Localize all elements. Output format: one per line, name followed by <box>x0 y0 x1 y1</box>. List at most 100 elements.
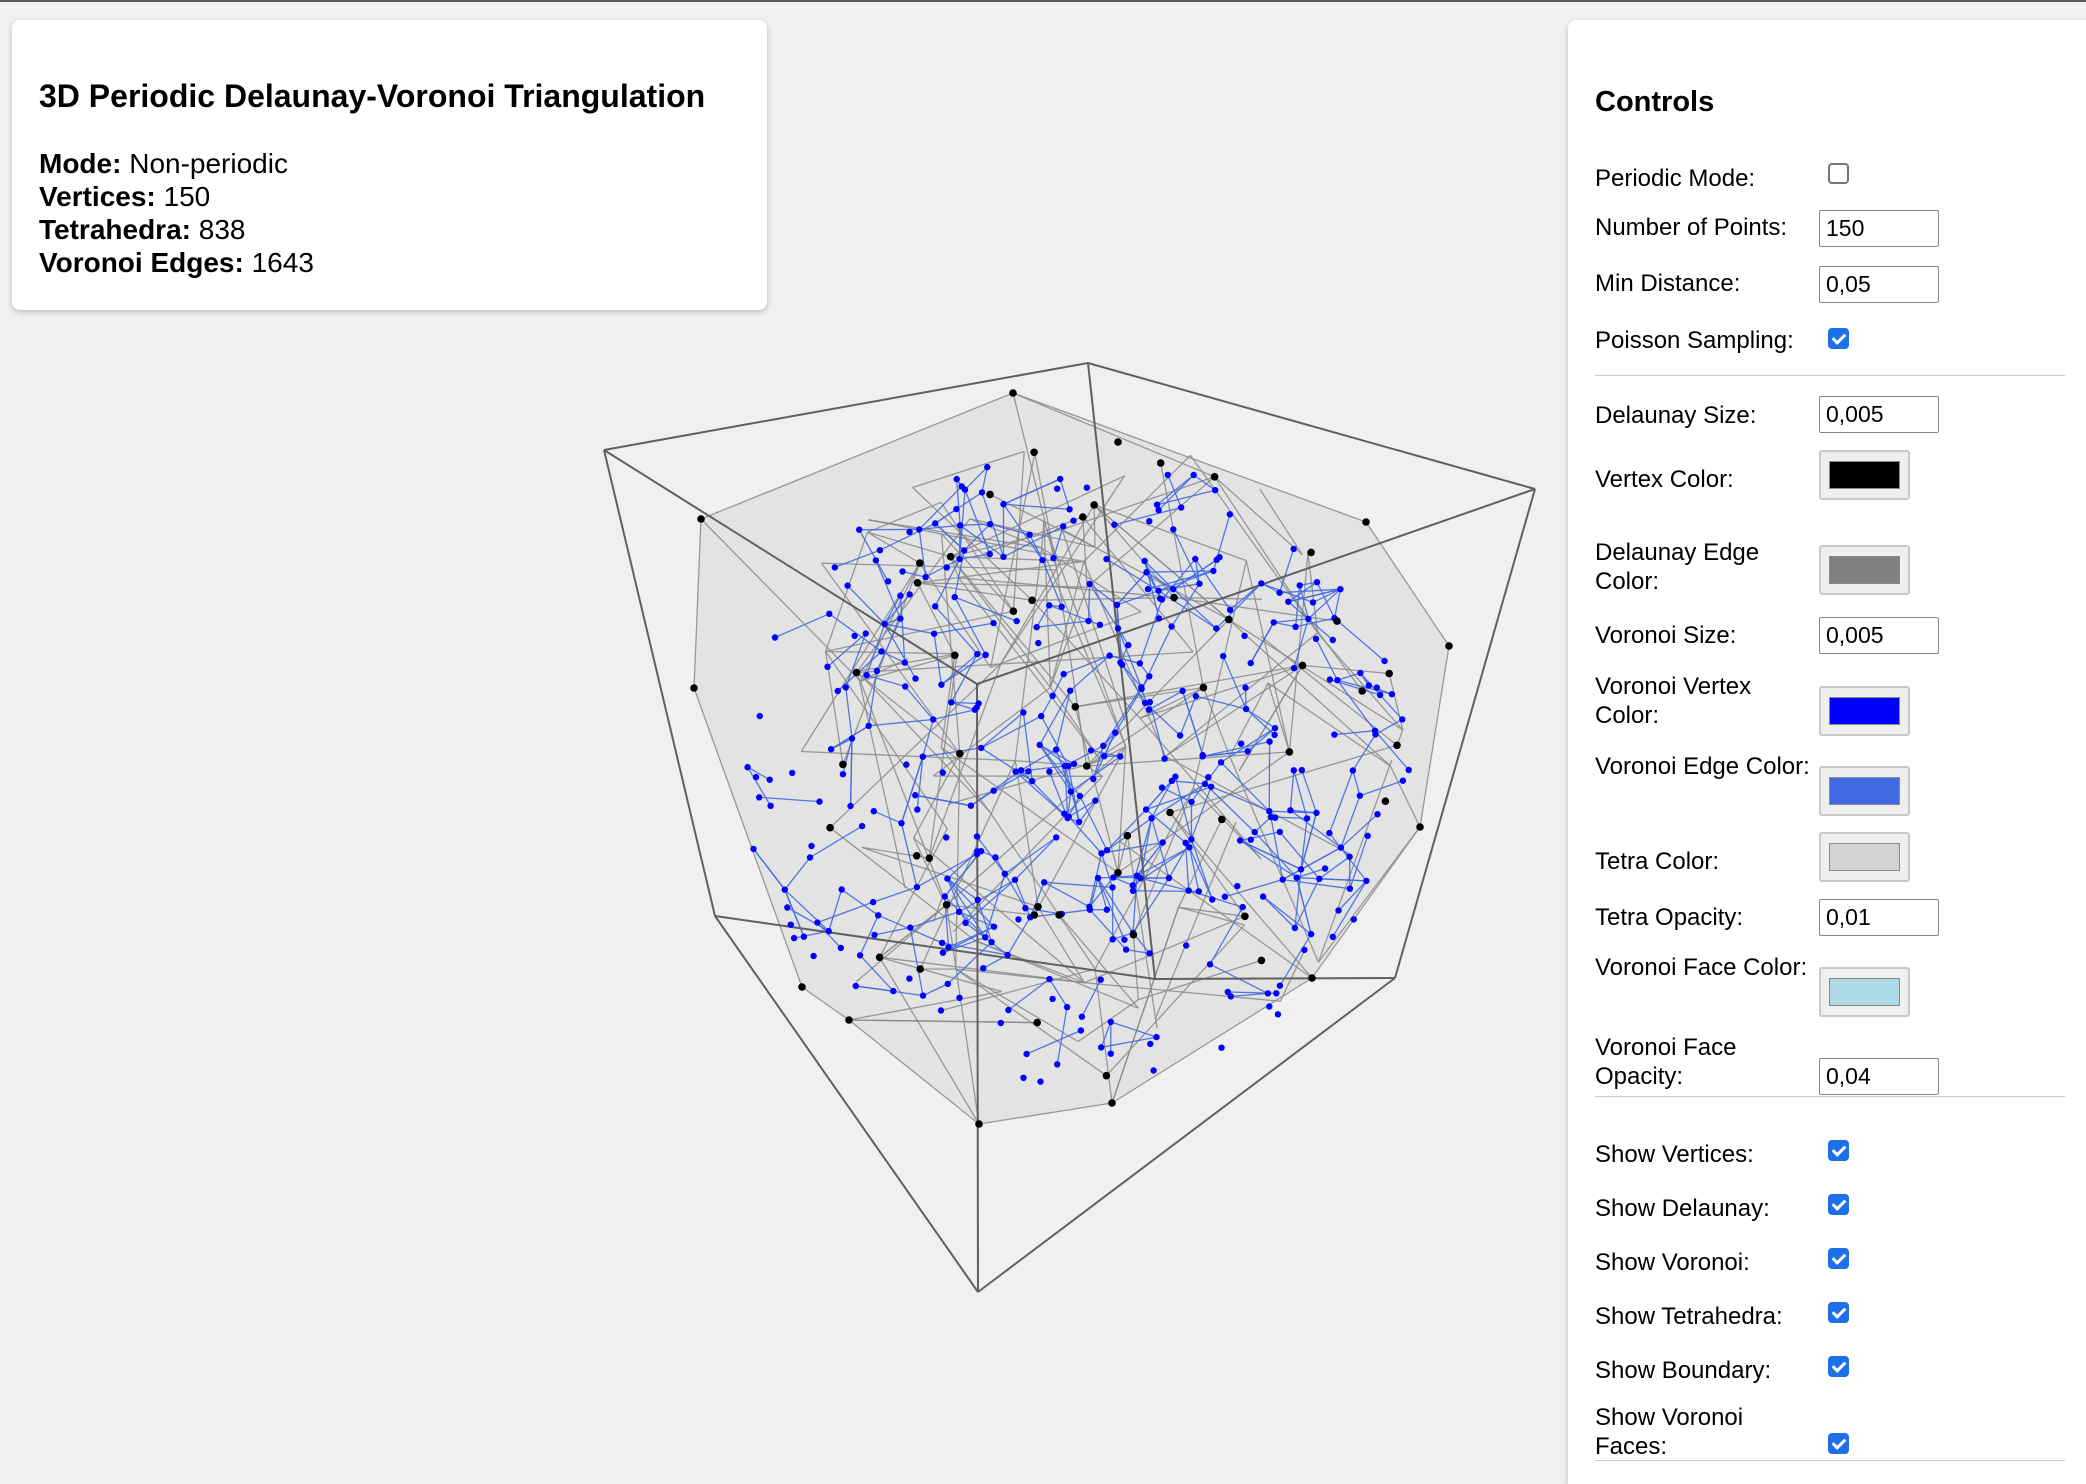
voronoi-vertex <box>847 802 854 810</box>
show-delaunay-checkbox[interactable] <box>1828 1194 1849 1215</box>
voronoi-vertex <box>1264 990 1272 997</box>
voronoi-vertex <box>1067 687 1074 694</box>
voronoi-vertex <box>856 952 864 959</box>
voronoi-edge <box>1352 734 1377 771</box>
delaunay-size-input[interactable] <box>1819 396 1939 433</box>
delaunay-edge <box>955 968 1107 1077</box>
voronoi-vertex <box>899 568 906 575</box>
boundary-edge <box>603 362 1089 451</box>
voronoi-vertex <box>1188 798 1195 806</box>
voronoi-vertex <box>1013 617 1020 625</box>
periodic-mode-checkbox[interactable] <box>1828 163 1849 184</box>
delaunay-edge <box>950 475 1125 558</box>
show-boundary-checkbox[interactable] <box>1828 1356 1849 1377</box>
voronoi-edge <box>847 585 886 625</box>
delaunay-edge <box>945 904 980 1125</box>
voronoi-vertex <box>1178 504 1185 511</box>
delaunay-edge <box>1012 392 1058 571</box>
voronoi-edge <box>1140 688 1150 710</box>
voronoi-vertex <box>913 883 921 891</box>
voronoi-edge <box>959 524 1004 558</box>
voronoi-vertex <box>898 820 905 827</box>
voronoi-edge <box>774 613 830 639</box>
delaunay-edge <box>1093 504 1247 562</box>
min-distance-label: Min Distance: <box>1595 270 1741 297</box>
voronoi-edge <box>1145 780 1173 810</box>
delaunay-edge <box>955 968 1079 1043</box>
tetra-opacity-input[interactable] <box>1819 899 1939 936</box>
delaunay-edge <box>940 533 961 754</box>
tetrahedra-stat: Tetrahedra: 838 <box>39 213 741 246</box>
tetra-color-picker[interactable] <box>1819 832 1910 882</box>
delaunay-edge <box>1000 651 1194 665</box>
voronoi-edges-label: Voronoi Edges: <box>39 247 244 278</box>
voronoi-edge <box>1181 690 1204 756</box>
voronoi-vertex <box>1113 601 1121 608</box>
voronoi-edge <box>1295 617 1335 628</box>
voronoi-vertex <box>1226 606 1234 614</box>
delaunay-edge-color-picker[interactable] <box>1819 545 1910 595</box>
voronoi-edge <box>1109 654 1140 665</box>
voronoi-edge <box>1116 571 1148 606</box>
voronoi-size-input[interactable] <box>1819 617 1939 654</box>
voronoi-edge <box>1239 831 1280 842</box>
voronoi-vertex <box>943 834 950 841</box>
show-voronoi-faces-checkbox[interactable] <box>1828 1433 1849 1454</box>
voronoi-edge-color-picker[interactable] <box>1819 766 1910 816</box>
voronoi-vertex <box>1117 753 1124 760</box>
show-tetrahedra-checkbox[interactable] <box>1828 1302 1849 1323</box>
voronoi-vertex <box>825 927 832 935</box>
delaunay-edge <box>879 956 1002 993</box>
delaunay-vertex <box>1358 687 1366 695</box>
delaunay-edge <box>1307 553 1319 633</box>
voronoi-vertex <box>1146 518 1153 525</box>
voronoi-vertex <box>1213 625 1220 632</box>
voronoi-edge <box>1296 867 1326 879</box>
voronoi-vertex-color-picker[interactable] <box>1819 686 1910 736</box>
voronoi-edge <box>1296 877 1367 882</box>
voronoi-vertex <box>1117 659 1124 666</box>
voronoi-vertex <box>1190 471 1197 479</box>
voronoi-edge <box>1194 558 1201 584</box>
show-vertices-checkbox[interactable] <box>1828 1140 1849 1161</box>
divider-1 <box>1595 375 2065 376</box>
delaunay-vertex <box>1108 1099 1116 1107</box>
voronoi-face-color-picker[interactable] <box>1819 967 1910 1017</box>
voronoi-edge <box>1036 620 1089 628</box>
delaunay-edge <box>868 519 1085 563</box>
voronoi-vertex <box>937 1007 945 1014</box>
voronoi-edge <box>1294 869 1302 929</box>
voronoi-edge <box>1337 679 1393 695</box>
voronoi-edge <box>910 911 960 929</box>
voronoi-vertex <box>1070 760 1078 768</box>
show-voronoi-checkbox[interactable] <box>1828 1248 1849 1269</box>
delaunay-vertex <box>951 651 959 660</box>
voronoi-vertex <box>1087 747 1095 754</box>
delaunay-edge <box>941 533 1014 612</box>
poisson-sampling-checkbox[interactable] <box>1828 328 1849 349</box>
voronoi-vertex <box>1221 893 1229 900</box>
vertex-color-picker[interactable] <box>1819 450 1910 500</box>
voronoi-edge <box>1004 836 1057 875</box>
voronoi-edge <box>1008 978 1050 1011</box>
voronoi-face-opacity-input[interactable] <box>1819 1058 1939 1095</box>
voronoi-vertex <box>858 822 866 830</box>
poisson-sampling-label: Poisson Sampling: <box>1595 327 1794 354</box>
voronoi-edge <box>1293 618 1309 669</box>
voronoi-edge <box>1202 740 1270 758</box>
voronoi-edge <box>915 794 972 807</box>
voronoi-vertex <box>1155 587 1162 594</box>
delaunay-edge <box>1192 560 1248 789</box>
voronoi-edge <box>1039 690 1071 746</box>
number-of-points-input[interactable] <box>1819 210 1939 247</box>
delaunay-vertex <box>852 668 861 677</box>
voronoi-vertex <box>1290 664 1298 672</box>
voronoi-edge <box>933 622 994 635</box>
voronoi-vertex <box>938 681 945 688</box>
voronoi-vertex <box>844 582 851 589</box>
min-distance-input[interactable] <box>1819 266 1939 303</box>
voronoi-edge <box>1087 583 1091 622</box>
delaunay-edge <box>1084 915 1246 984</box>
voronoi-vertex <box>990 619 997 627</box>
